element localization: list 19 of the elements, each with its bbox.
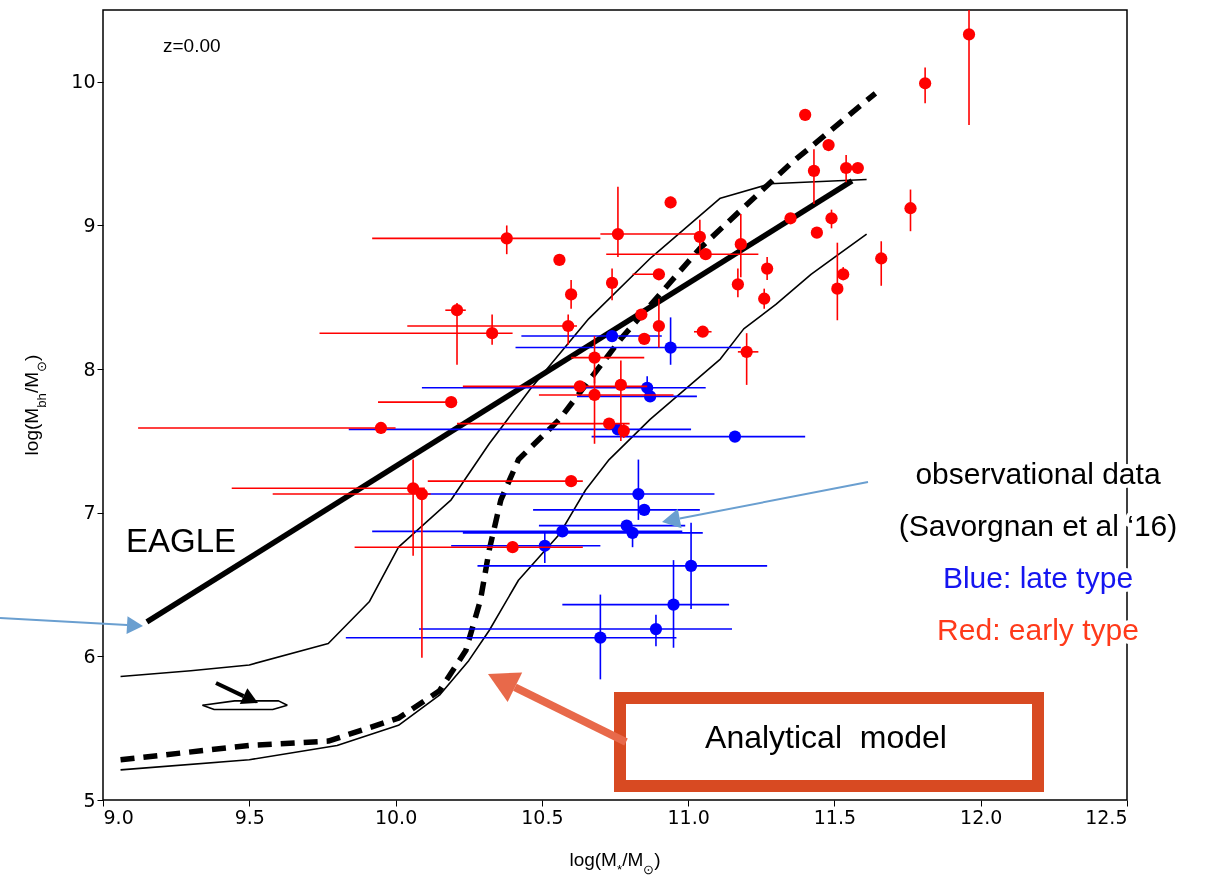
x-tick-label: 12.5 xyxy=(1085,805,1128,828)
x-tick-label: 12.0 xyxy=(960,805,1003,828)
annotation: Analytical model xyxy=(705,719,947,755)
y-tick-label: 8 xyxy=(83,357,96,380)
annotation: z=0.00 xyxy=(163,35,221,56)
x-tick-label: 11.5 xyxy=(813,805,857,828)
y-tick-label: 10 xyxy=(71,70,96,93)
annotation: (Savorgnan et al ‘16) xyxy=(898,509,1178,542)
y-tick-label: 5 xyxy=(83,788,96,811)
x-axis-title: log(M$_{*}$/M$_{⊙}$) xyxy=(569,849,661,875)
x-tick-label: 10.5 xyxy=(521,805,564,828)
y-tick-label: 9 xyxy=(83,213,96,236)
x-tick-label: 11.0 xyxy=(667,805,710,828)
annotation: EAGLE xyxy=(126,522,237,559)
x-tick-label: 9.0 xyxy=(103,805,134,828)
y-tick-label: 7 xyxy=(83,501,96,524)
x-tick-label: 10.0 xyxy=(374,805,418,828)
x-tick-label: 9.5 xyxy=(234,805,265,828)
y-tick-label: 6 xyxy=(83,644,96,667)
